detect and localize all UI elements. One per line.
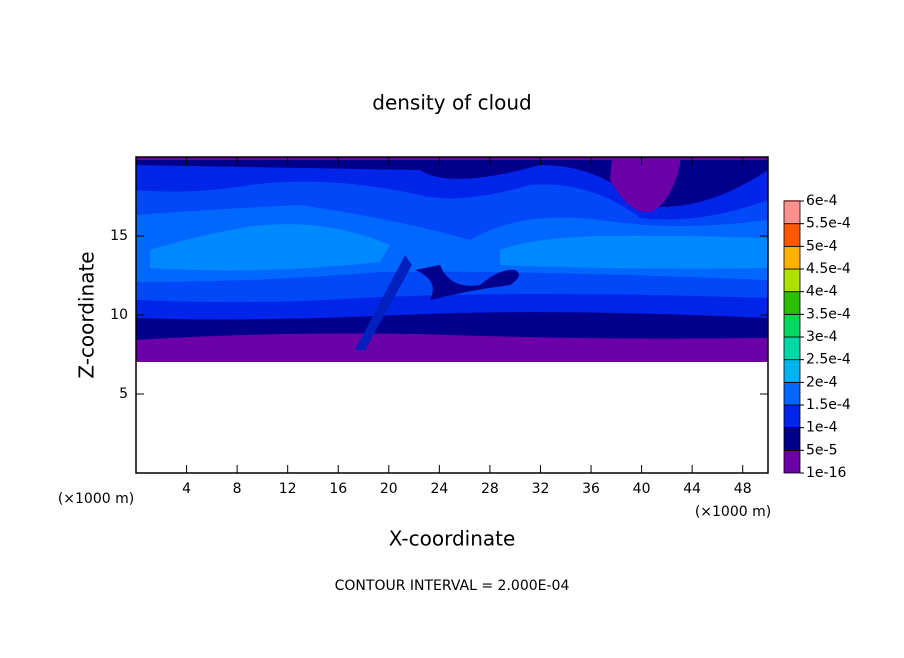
colorbar-label: 4.5e-4 <box>806 261 851 277</box>
x-tick-label: 12 <box>279 481 297 497</box>
colorbar-label: 3.5e-4 <box>806 306 851 322</box>
x-tick-label: 16 <box>329 481 347 497</box>
contour-field <box>136 157 768 472</box>
x-tick-label: 24 <box>430 481 448 497</box>
colorbar-label: 5.5e-4 <box>806 216 851 232</box>
x-tick-label: 36 <box>582 481 600 497</box>
colorbar-box <box>783 381 801 406</box>
y-tick-label: 10 <box>110 307 128 323</box>
y-tick-label: 15 <box>110 228 128 244</box>
colorbar-label: 1e-16 <box>806 465 846 481</box>
colorbar-box <box>783 404 801 429</box>
colorbar-label: 1e-4 <box>806 420 838 436</box>
colorbar-label: 1.5e-4 <box>806 397 851 413</box>
footer-note: CONTOUR INTERVAL = 2.000E-04 <box>335 578 570 594</box>
colorbar-label: 5e-5 <box>806 442 837 458</box>
x-tick-label: 32 <box>532 481 550 497</box>
colorbar-box <box>783 291 801 315</box>
colorbar-box <box>783 245 801 270</box>
x-tick-label: 48 <box>734 481 752 497</box>
colorbar-label: 3e-4 <box>806 329 838 345</box>
x-unit-label: (×1000 m) <box>695 504 771 520</box>
x-tick-label: 20 <box>380 481 398 497</box>
colorbar-label: 2.5e-4 <box>806 352 851 368</box>
colorbar-box <box>783 427 801 451</box>
colorbar-box <box>783 336 801 361</box>
x-tick-label: 40 <box>633 481 651 497</box>
colorbar-top <box>784 200 800 201</box>
colorbar-box <box>783 449 801 474</box>
colorbar-box <box>783 313 801 338</box>
x-axis-title: X-coordinate <box>389 527 516 551</box>
colorbar-label: 5e-4 <box>806 238 838 254</box>
colorbar-label: 6e-4 <box>806 193 838 209</box>
y-axis-title: Z-coordinate <box>75 251 99 378</box>
x-tick-label: 28 <box>481 481 499 497</box>
y-unit-label: (×1000 m) <box>58 491 134 507</box>
colorbar-box <box>783 200 801 225</box>
colorbar-box <box>783 359 801 383</box>
y-tick-label: 5 <box>119 386 128 402</box>
x-tick-label: 44 <box>683 481 701 497</box>
colorbar-label: 2e-4 <box>806 374 838 390</box>
colorbar-label: 4e-4 <box>806 284 838 300</box>
x-tick-label: 4 <box>182 481 191 497</box>
colorbar-box <box>783 268 801 293</box>
chart-title: density of cloud <box>372 91 531 115</box>
colorbar-box <box>783 223 801 247</box>
x-tick-label: 8 <box>233 481 242 497</box>
